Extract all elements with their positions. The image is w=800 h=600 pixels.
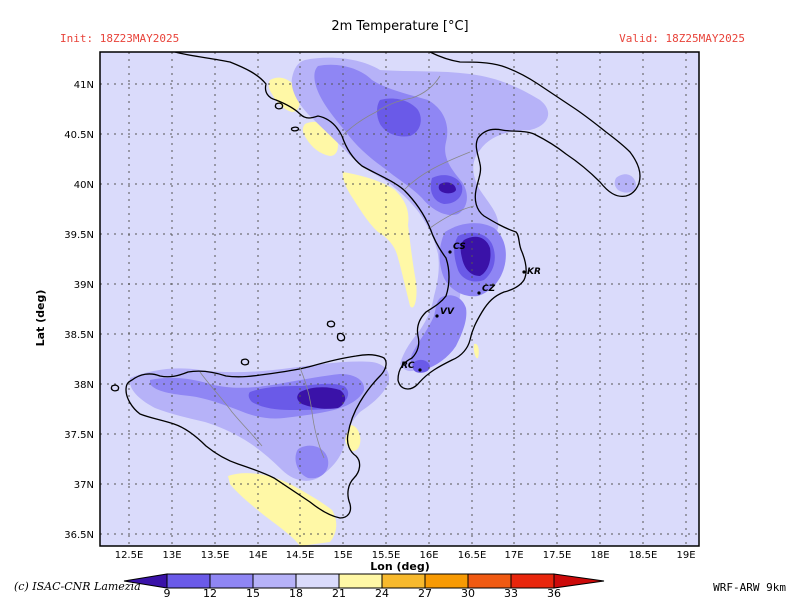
colorbar-tick-label: 27 xyxy=(418,587,432,600)
city-label-cs: CS xyxy=(453,242,466,252)
colorbar-tick-label: 18 xyxy=(289,587,303,600)
island-stromboli xyxy=(326,320,336,328)
lat-tick-label: 36.5N xyxy=(64,530,94,541)
lon-tick-label: 12.5E xyxy=(115,550,144,561)
lon-tick-labels: 12.5E 13E 13.5E 14E 14.5E 15E 15.5E 16E … xyxy=(115,550,696,561)
coldest-zone-sila xyxy=(460,236,491,276)
lat-tick-label: 40N xyxy=(74,180,94,191)
lat-tick-label: 37.5N xyxy=(64,430,94,441)
colorbar-tick-label: 15 xyxy=(246,587,260,600)
y-axis-title: Lat (deg) xyxy=(34,290,47,347)
colorbar-swatch xyxy=(510,573,555,589)
colorbar-tick-label: 9 xyxy=(164,587,171,600)
city-label-cz: CZ xyxy=(482,284,496,294)
city-label-vv: VV xyxy=(440,307,455,317)
colorbar-tick-label: 12 xyxy=(203,587,217,600)
cold-zone-aspromonte xyxy=(412,359,430,373)
cold-zone-matese xyxy=(377,98,421,137)
colorbar-swatch xyxy=(467,573,512,589)
island-ustica xyxy=(240,358,250,366)
lat-tick-label: 39N xyxy=(74,280,94,291)
chart-title: 2m Temperature [°C] xyxy=(331,19,469,34)
warm-zone-calabria-coast xyxy=(473,343,479,359)
colorbar-swatch xyxy=(338,573,383,589)
colorbar-swatch xyxy=(295,573,340,589)
colorbar-tick-label: 33 xyxy=(504,587,518,600)
map-gridlines xyxy=(100,52,699,546)
init-time-label: Init: 18Z23MAY2025 xyxy=(60,32,180,45)
regional-borders xyxy=(199,75,475,459)
city-markers: CS KR CZ VV RC xyxy=(401,242,541,372)
lon-tick-label: 18.5E xyxy=(629,550,658,561)
colorbar-swatch xyxy=(381,573,426,589)
island-favignana xyxy=(110,384,120,392)
colorbar-tick-labels: 9 12 15 18 21 24 27 30 33 36 xyxy=(164,587,562,600)
cool-zone-salento xyxy=(614,174,636,193)
warm-zone-sicily-south xyxy=(228,473,337,546)
colorbar-swatch xyxy=(209,573,254,589)
lon-tick-label: 13.5E xyxy=(201,550,230,561)
lon-tick-label: 17E xyxy=(504,550,523,561)
island-ischia xyxy=(274,102,284,110)
colorbar-tick-label: 36 xyxy=(547,587,561,600)
lon-tick-label: 13E xyxy=(162,550,181,561)
map-frame xyxy=(99,51,700,547)
lat-tick-label: 41N xyxy=(74,80,94,91)
credit-label: (c) ISAC-CNR Lamezia xyxy=(14,580,141,593)
coastline-sicily xyxy=(125,354,387,519)
lat-tick-label: 37N xyxy=(74,480,94,491)
lon-tick-label: 14E xyxy=(248,550,267,561)
colorbar-swatch xyxy=(166,573,211,589)
colorbar-tick-label: 24 xyxy=(375,587,389,600)
lon-tick-label: 18E xyxy=(590,550,609,561)
valid-time-label: Valid: 18Z25MAY2025 xyxy=(619,32,745,45)
lat-tick-label: 40.5N xyxy=(64,130,94,141)
colder-zone-serre xyxy=(410,295,467,371)
lon-tick-label: 19E xyxy=(676,550,695,561)
island-capri xyxy=(290,126,300,132)
city-label-rc: RC xyxy=(401,361,415,371)
model-label: WRF-ARW 9km xyxy=(713,581,786,594)
lon-tick-label: 16.5E xyxy=(458,550,487,561)
colorbar-swatch xyxy=(424,573,469,589)
lat-tick-labels: 41N 40.5N 40N 39.5N 39N 38.5N 38N 37.5N … xyxy=(64,80,94,541)
colorbar-swatch xyxy=(252,573,297,589)
lat-tick-label: 39.5N xyxy=(64,230,94,241)
lon-tick-label: 15.5E xyxy=(372,550,401,561)
lon-tick-label: 14.5E xyxy=(286,550,315,561)
lat-tick-label: 38N xyxy=(74,380,94,391)
colorbar xyxy=(123,573,605,589)
city-label-kr: KR xyxy=(527,267,541,277)
colorbar-high-arrow xyxy=(553,573,605,589)
coldest-zone-etna xyxy=(297,387,346,409)
colorbar-tick-label: 21 xyxy=(332,587,346,600)
lat-tick-label: 38.5N xyxy=(64,330,94,341)
lon-tick-label: 16E xyxy=(419,550,438,561)
colorbar-tick-label: 30 xyxy=(461,587,475,600)
colder-zone-iblei xyxy=(295,445,329,479)
island-lipari xyxy=(336,332,346,342)
coastlines xyxy=(110,52,641,519)
coastline-italy-peninsula xyxy=(174,52,641,390)
x-axis-title: Lon (deg) xyxy=(370,560,430,573)
lon-tick-label: 15E xyxy=(333,550,352,561)
lon-tick-label: 17.5E xyxy=(543,550,572,561)
coldest-zone-pollino xyxy=(438,182,456,194)
warm-zone-tyrrhenian xyxy=(342,172,417,308)
